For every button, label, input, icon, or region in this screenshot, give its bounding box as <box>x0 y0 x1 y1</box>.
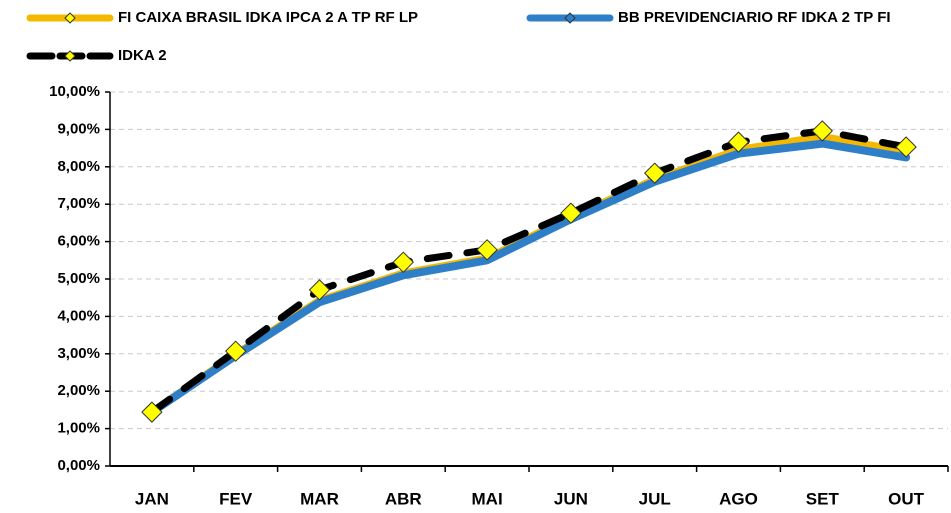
x-tick-label: FEV <box>219 489 253 508</box>
series-line <box>147 139 911 417</box>
x-tick-label: MAR <box>300 489 339 508</box>
x-tick-label: AGO <box>719 489 758 508</box>
y-tick-label: 3,00% <box>57 345 100 362</box>
x-tick-label: JUL <box>639 489 671 508</box>
marker <box>811 120 834 142</box>
y-tick-label: 8,00% <box>57 158 100 175</box>
marker <box>308 279 331 301</box>
marker <box>141 401 163 423</box>
marker <box>895 136 917 158</box>
x-tick-label: JUN <box>554 489 588 508</box>
y-tick-label: 1,00% <box>57 420 100 437</box>
legend-marker <box>564 12 576 24</box>
y-tick-label: 4,00% <box>57 307 100 324</box>
x-tick-label: MAI <box>472 489 503 508</box>
legend-label: BB PREVIDENCIARIO RF IDKA 2 TP FI <box>618 9 891 26</box>
legend-marker <box>64 50 76 62</box>
y-tick-label: 5,00% <box>57 270 100 287</box>
y-tick-label: 2,00% <box>57 382 100 399</box>
y-tick-label: 9,00% <box>57 120 100 137</box>
marker <box>392 251 415 273</box>
legend-label: FI CAIXA BRASIL IDKA IPCA 2 A TP RF LP <box>118 9 418 26</box>
series-line <box>148 127 910 416</box>
y-tick-label: 6,00% <box>57 233 100 250</box>
marker <box>643 162 666 184</box>
y-tick-label: 7,00% <box>57 195 100 212</box>
marker <box>727 131 750 153</box>
x-tick-label: JAN <box>135 489 169 508</box>
series-line <box>147 132 911 417</box>
y-tick-label: 10,00% <box>49 83 100 100</box>
x-tick-label: ABR <box>385 489 422 508</box>
x-tick-label: OUT <box>888 489 925 508</box>
legend-marker <box>64 12 76 24</box>
marker <box>224 340 247 362</box>
legend-label: IDKA 2 <box>118 47 167 64</box>
y-tick-label: 0,00% <box>57 457 100 474</box>
marker <box>476 239 498 261</box>
x-tick-label: SET <box>806 489 840 508</box>
marker <box>560 202 582 224</box>
